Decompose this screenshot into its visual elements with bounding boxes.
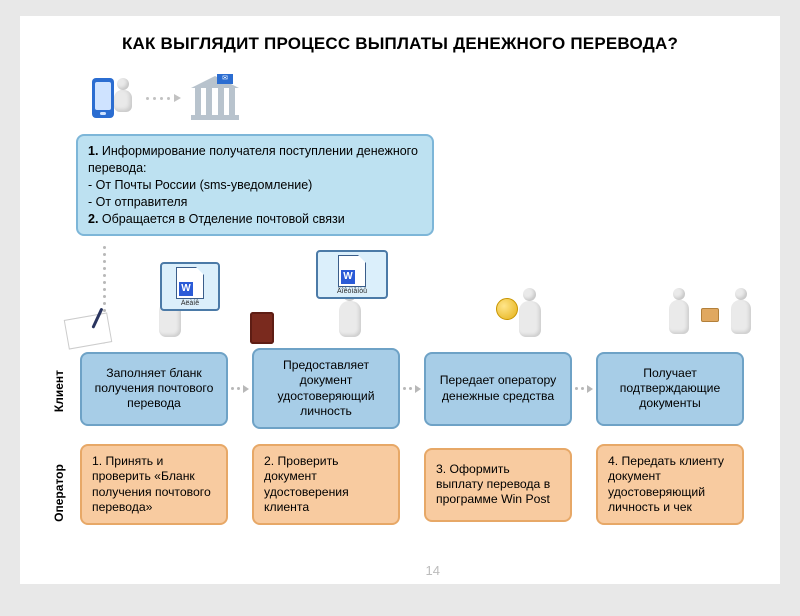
word-doc-blank-icon: W Áëàíê: [160, 262, 220, 311]
page-number: 14: [426, 563, 440, 578]
client-step-3: Передает оператору денежные средства: [424, 352, 572, 426]
arrow-right-icon: [400, 385, 424, 393]
word-doc-label: Äîêóìåíòû: [320, 288, 384, 295]
word-doc-documents-icon: W Äîêóìåíòû: [316, 250, 388, 299]
operator-step-4: 4. Передать клиенту документ удостоверяю…: [596, 444, 744, 525]
operator-row: 1. Принять и проверить «Бланк получения …: [80, 444, 752, 525]
client-step-1: Заполняет бланк получения почтового пере…: [80, 352, 228, 426]
word-doc-label: Áëàíê: [164, 300, 216, 307]
arrow-right-icon: [146, 94, 181, 102]
operator-step-1: 1. Принять и проверить «Бланк получения …: [80, 444, 228, 525]
post-office-icon: ✉: [191, 76, 239, 120]
client-step-2: Предоставляет документ удостоверяющий ли…: [252, 348, 400, 429]
operator-step-2: 2. Проверить документ удостоверения клие…: [252, 444, 400, 525]
operator-step-3: 3. Оформить выплату перевода в программе…: [424, 448, 572, 522]
client-coin-icon: [512, 288, 548, 344]
person-icon: [110, 78, 136, 118]
arrow-right-icon: [572, 385, 596, 393]
lane-label-client: Клиент: [52, 370, 66, 412]
client-row: Заполняет бланк получения почтового пере…: [80, 348, 752, 429]
page-title: КАК ВЫГЛЯДИТ ПРОЦЕСС ВЫПЛАТЫ ДЕНЕЖНОГО П…: [48, 34, 752, 54]
passport-icon: [250, 312, 274, 344]
lane-label-operator: Оператор: [52, 464, 66, 522]
coin-icon: [496, 298, 518, 320]
arrow-right-icon: [228, 385, 252, 393]
info-box: 1. Информирование получателя поступлении…: [76, 134, 434, 236]
exchange-documents-icon: [665, 288, 755, 344]
phone-and-person-icon: [92, 78, 136, 118]
top-icon-row: ✉: [92, 76, 239, 120]
slide: КАК ВЫГЛЯДИТ ПРОЦЕСС ВЫПЛАТЫ ДЕНЕЖНОГО П…: [20, 16, 780, 584]
form-paper-icon: [64, 312, 113, 349]
client-step-4: Получает подтверждающие документы: [596, 352, 744, 426]
